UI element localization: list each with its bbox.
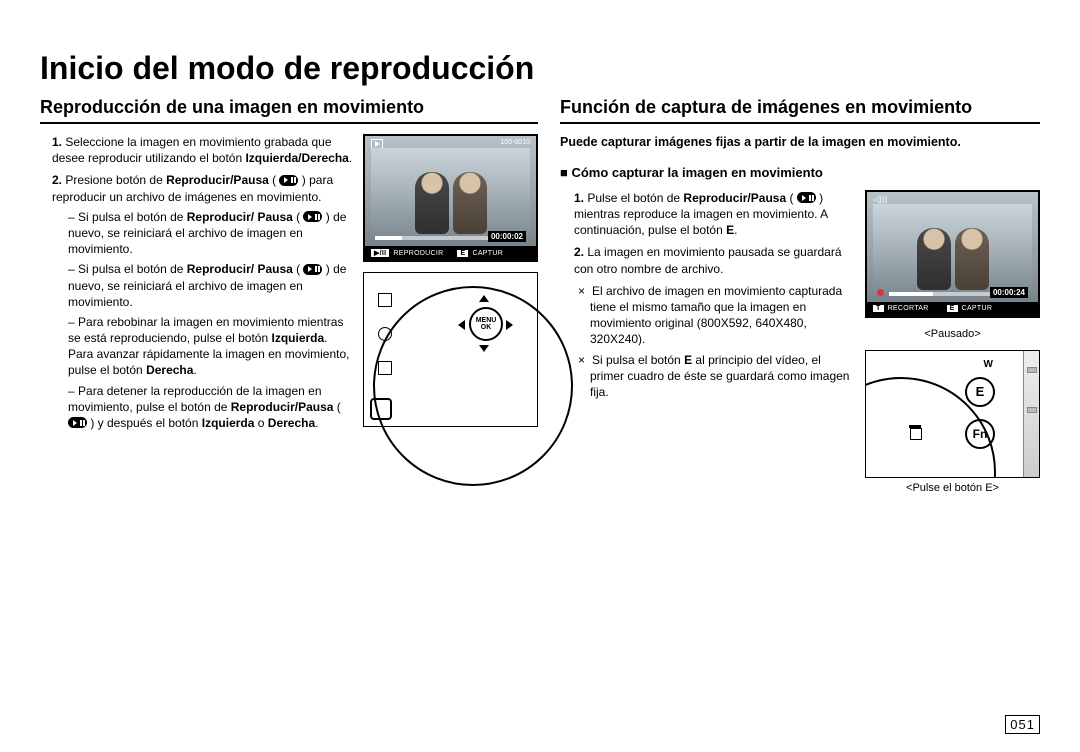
right-intro: Puede capturar imágenes fijas a partir d… (560, 134, 1040, 151)
s1c: . (349, 151, 352, 165)
person-right-r (955, 228, 989, 290)
num-1: 1. (52, 135, 65, 149)
rs1c: ( (786, 191, 797, 205)
lcd-screenshot-left: 100-0010 00:00:02 ▶/II REPRODUCIR E (363, 134, 538, 262)
right-steps: 1. Pulse el botón de Reproducir/Pausa ( … (560, 190, 855, 277)
rs1a: Pulse el botón de (587, 191, 683, 205)
right-step-1: 1. Pulse el botón de Reproducir/Pausa ( … (574, 190, 855, 239)
btm-lbl-2r: CAPTUR (962, 305, 993, 312)
btm-lbl-1: REPRODUCIR (393, 250, 443, 257)
arrow-left-icon (458, 320, 465, 330)
lcd-bottom-bar: ▶/II REPRODUCIR E CAPTUR (365, 246, 536, 260)
page: Inicio del modo de reproducción Reproduc… (0, 0, 1080, 752)
edge-tick-1 (1027, 367, 1037, 373)
rs1e: E (726, 223, 734, 237)
rec-dot-icon (877, 289, 884, 296)
left-column: Reproducción de una imagen en movimiento… (40, 97, 538, 494)
caption-pulse-e: <Pulse el botón E> (865, 482, 1040, 494)
btm-lbl-1r: RECORTAR (888, 305, 929, 312)
dial-diagram: MENU OK (363, 272, 538, 427)
btm-tag-2: E (457, 250, 468, 257)
btm-tag-1: ▶/II (371, 249, 389, 257)
rnum-2: 2. (574, 245, 587, 259)
ls1b: Reproducir/ Pausa (187, 210, 293, 224)
rn2b: E (684, 353, 692, 367)
lcd-photo-r (873, 204, 1032, 294)
camera-edge (1023, 351, 1039, 477)
ls4b: Reproducir/Pausa (231, 400, 334, 414)
person-left-r (917, 228, 951, 290)
w-label: W (984, 359, 993, 370)
ls1c: ( (293, 210, 304, 224)
s2c: ( (269, 173, 280, 187)
rs2: La imagen en movimiento pausada se guard… (574, 245, 842, 275)
page-title: Inicio del modo de reproducción (40, 50, 1040, 87)
play-pause-icon (797, 192, 816, 203)
s2b: Reproducir/Pausa (166, 173, 269, 187)
lcd-time: 00:00:02 (488, 231, 526, 242)
people-silhouette (415, 172, 487, 234)
play-pause-icon (68, 417, 87, 428)
left-figures: 100-0010 00:00:02 ▶/II REPRODUCIR E (363, 134, 538, 427)
ls2c: ( (293, 262, 304, 276)
person-right (453, 172, 487, 234)
s2a: Presione botón de (65, 173, 166, 187)
menu-ok-button: MENU OK (469, 307, 503, 341)
btm-tag-2r: E (947, 305, 958, 312)
right-note-2: Si pulsa el botón E al principio del víd… (578, 352, 855, 401)
ls4f: o (254, 416, 267, 430)
ls3e: . (193, 363, 196, 377)
right-column: Función de captura de imágenes en movimi… (560, 97, 1040, 494)
person-left (415, 172, 449, 234)
right-text: 1. Pulse el botón de Reproducir/Pausa ( … (560, 190, 855, 400)
right-note-1: El archivo de imagen en movimiento captu… (578, 283, 855, 348)
button-diagram: W E Fn (865, 350, 1040, 478)
ls4g: Derecha (268, 416, 315, 430)
play-pause-icon (303, 211, 322, 222)
arrow-down-icon (479, 345, 489, 352)
s1b: Izquierda/Derecha (245, 151, 348, 165)
page-number: 051 (1005, 715, 1040, 734)
right-step-2: 2. La imagen en movimiento pausada se gu… (574, 244, 855, 276)
play-pause-icon (303, 264, 322, 275)
ls3d: Derecha (146, 363, 193, 377)
progress-fill (375, 236, 402, 240)
edge-tick-2 (1027, 407, 1037, 413)
rn2a: Si pulsa el botón (592, 353, 684, 367)
ls4e: Izquierda (202, 416, 255, 430)
people-silhouette-r (917, 228, 989, 290)
play-pause-icon (279, 175, 298, 186)
lcd-screenshot-right: ◁))) 00:00:24 T RECORTAR (865, 190, 1040, 318)
ls2a: Si pulsa el botón de (78, 262, 187, 276)
rs1b: Reproducir/Pausa (683, 191, 786, 205)
btm-lbl-2: CAPTUR (472, 250, 503, 257)
ls4h: . (315, 416, 318, 430)
num-2: 2. (52, 173, 65, 187)
lcd-bottom-bar-r: T RECORTAR E CAPTUR (867, 302, 1038, 316)
page-footer: 051 (1005, 715, 1040, 734)
right-subhead: Cómo capturar la imagen en movimiento (560, 165, 1040, 180)
arrow-right-icon (506, 320, 513, 330)
rnum-1: 1. (574, 191, 587, 205)
ls4c: ( (333, 400, 340, 414)
right-figures: ◁))) 00:00:24 T RECORTAR (865, 190, 1040, 494)
lcd-time-r: 00:00:24 (990, 287, 1028, 298)
right-heading: Función de captura de imágenes en movimi… (560, 97, 1040, 124)
lcd-photo (371, 148, 530, 238)
right-notes: El archivo de imagen en movimiento captu… (560, 283, 855, 400)
rs1f: . (734, 223, 737, 237)
ls1a: Si pulsa el botón de (78, 210, 187, 224)
ls4d: ) y después el botón (87, 416, 202, 430)
left-heading: Reproducción de una imagen en movimiento (40, 97, 538, 124)
arrow-up-icon (479, 295, 489, 302)
caption-pausado: <Pausado> (865, 328, 1040, 340)
e-button-icon: E (965, 377, 995, 407)
columns: Reproducción de una imagen en movimiento… (40, 97, 1040, 494)
btm-tag-1r: T (873, 305, 884, 312)
side-icon-1 (378, 293, 392, 307)
progress-fill-r (889, 292, 933, 296)
ls3b: Izquierda (271, 331, 324, 345)
ls2b: Reproducir/ Pausa (187, 262, 293, 276)
